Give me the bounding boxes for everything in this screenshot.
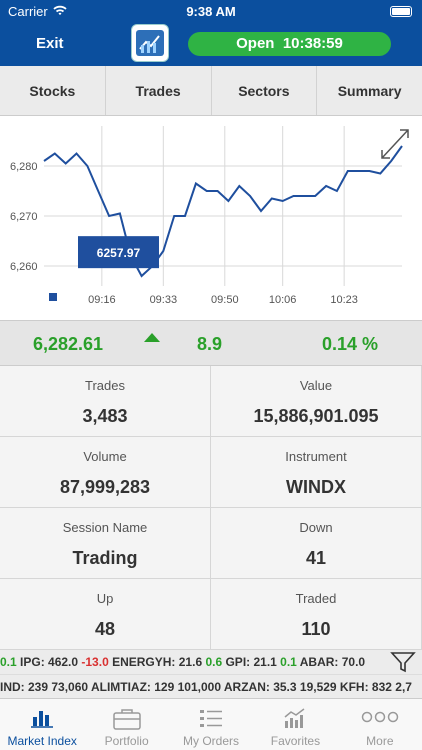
stat-value: WINDX — [286, 477, 346, 497]
tab-more[interactable]: More — [338, 699, 422, 750]
tape-symbol: IPG: 462.0 — [16, 655, 82, 669]
tape-symbol: GPI: 21.1 — [222, 655, 281, 669]
market-status-pill: Open 10:38:59 — [188, 32, 391, 56]
index-chart[interactable]: 6,260 6,270 6,280 09:16 09:33 09:50 10:06 10:23… — [0, 116, 422, 320]
chart-svg: 6,260 6,270 6,280 09:16 09:33 09:50 10:06 10:23… — [10, 126, 409, 306]
tape-change: -13.0 — [81, 655, 109, 669]
up-arrow-icon — [144, 333, 160, 342]
stat-down: Down 41 — [211, 508, 422, 579]
section-tabs: Stocks Trades Sectors Summary — [0, 66, 422, 116]
y-tick-label: 6,270 — [10, 211, 38, 223]
bar-chart-icon — [31, 711, 54, 728]
stat-value: 48 — [94, 619, 116, 639]
stat-label: Traded — [295, 591, 337, 606]
status-time: 9:38 AM — [186, 4, 236, 19]
stat-value: 110 — [301, 619, 331, 639]
tab-sectors[interactable]: Sectors — [212, 66, 318, 115]
index-value: 6,282.61 — [33, 334, 104, 354]
stat-label: Value — [299, 378, 333, 393]
tape-change: 0.6 — [205, 655, 223, 669]
x-tick-label: 09:16 — [88, 294, 116, 306]
more-icon — [361, 711, 399, 723]
tab-summary[interactable]: Summary — [337, 83, 402, 99]
stat-value: 3,483 — [82, 406, 128, 426]
x-tick-label: 09:50 — [211, 294, 239, 306]
stat-value: Trading — [72, 548, 138, 568]
stat-volume: Volume 87,999,283 — [0, 437, 211, 508]
stat-label: Up — [96, 591, 114, 606]
stat-instrument: Instrument WINDX — [211, 437, 422, 508]
y-tick-label: 6,260 — [10, 261, 38, 273]
tape-change: 0.1 — [280, 655, 297, 669]
stat-label: Session Name — [62, 520, 148, 535]
stat-label: Instrument — [285, 449, 347, 464]
tab-label: More — [366, 734, 394, 748]
stat-traded: Traded 110 — [211, 579, 422, 650]
stat-trades: Trades 3,483 — [0, 366, 211, 437]
battery-icon — [390, 6, 412, 17]
chart-tooltip — [78, 236, 159, 269]
stat-up: Up 48 — [0, 579, 211, 650]
volume-ticker-tape[interactable]: IND: 239 73,060 ALIMTIAZ: 129 101,000 AR… — [0, 674, 422, 698]
index-summary: 6,282.61 8.9 0.14 % — [0, 320, 422, 366]
tab-my-orders[interactable]: My Orders — [169, 699, 253, 750]
stat-value: 41 — [305, 548, 327, 568]
tab-stocks[interactable]: Stocks — [0, 66, 106, 115]
trend-chart-icon — [284, 708, 305, 728]
x-tick-label: 09:33 — [150, 294, 178, 306]
tape-symbol: ABAR: 70.0 — [296, 655, 366, 669]
stat-value: 15,886,901.095 — [253, 406, 379, 426]
tab-label: Portfolio — [104, 734, 149, 748]
top-bar: Exit Open 10:38:59 — [0, 22, 422, 66]
series-line — [43, 145, 403, 278]
list-icon — [200, 710, 223, 727]
stat-value-total: Value 15,886,901.095 — [211, 366, 422, 437]
stat-value: 87,999,283 — [59, 477, 151, 497]
wifi-icon — [53, 5, 67, 15]
bottom-tab-bar: Market Index Portfolio My Orders Favorit… — [0, 698, 422, 750]
filter-icon[interactable] — [384, 650, 422, 674]
stat-label: Down — [299, 520, 333, 535]
index-change: 8.9 — [197, 334, 223, 354]
tape-symbol: ENERGYH: 21.6 — [108, 655, 206, 669]
tab-favorites[interactable]: Favorites — [253, 699, 337, 750]
tab-portfolio[interactable]: Portfolio — [84, 699, 168, 750]
stat-label: Trades — [85, 378, 125, 393]
market-time: 10:38:59 — [282, 35, 343, 52]
tab-label: Favorites — [270, 734, 321, 748]
stat-label: Volume — [83, 449, 127, 464]
tape-text: IND: 239 73,060 ALIMTIAZ: 129 101,000 AR… — [0, 680, 412, 694]
carrier-label: Carrier — [8, 4, 48, 19]
price-ticker-tape[interactable]: 0.1 IPG: 462.0 -13.0 ENERGYH: 21.6 0.6 G… — [0, 650, 384, 674]
tab-market-index[interactable]: Market Index — [0, 699, 84, 750]
legend-marker — [49, 293, 57, 301]
tape-change: 0.1 — [0, 655, 17, 669]
app-logo — [131, 24, 169, 62]
status-bar: Carrier 9:38 AM — [0, 0, 422, 22]
expand-icon[interactable] — [381, 129, 409, 159]
stat-session-name: Session Name Trading — [0, 508, 211, 579]
market-status: Open — [236, 35, 275, 52]
stats-grid: Trades 3,483 Value 15,886,901.095 Volume 87… — [0, 366, 422, 650]
exit-button[interactable]: Exit — [36, 35, 64, 52]
x-tick-label: 10:06 — [269, 294, 297, 306]
briefcase-icon — [112, 709, 141, 730]
index-percent: 0.14 % — [322, 334, 379, 354]
tab-trades[interactable]: Trades — [106, 66, 212, 115]
tab-label: Market Index — [7, 734, 77, 748]
y-tick-label: 6,280 — [10, 161, 38, 173]
chart-tooltip-value: 6257.97 — [97, 246, 141, 260]
tab-label: My Orders — [183, 734, 240, 748]
x-tick-label: 10:23 — [330, 294, 358, 306]
